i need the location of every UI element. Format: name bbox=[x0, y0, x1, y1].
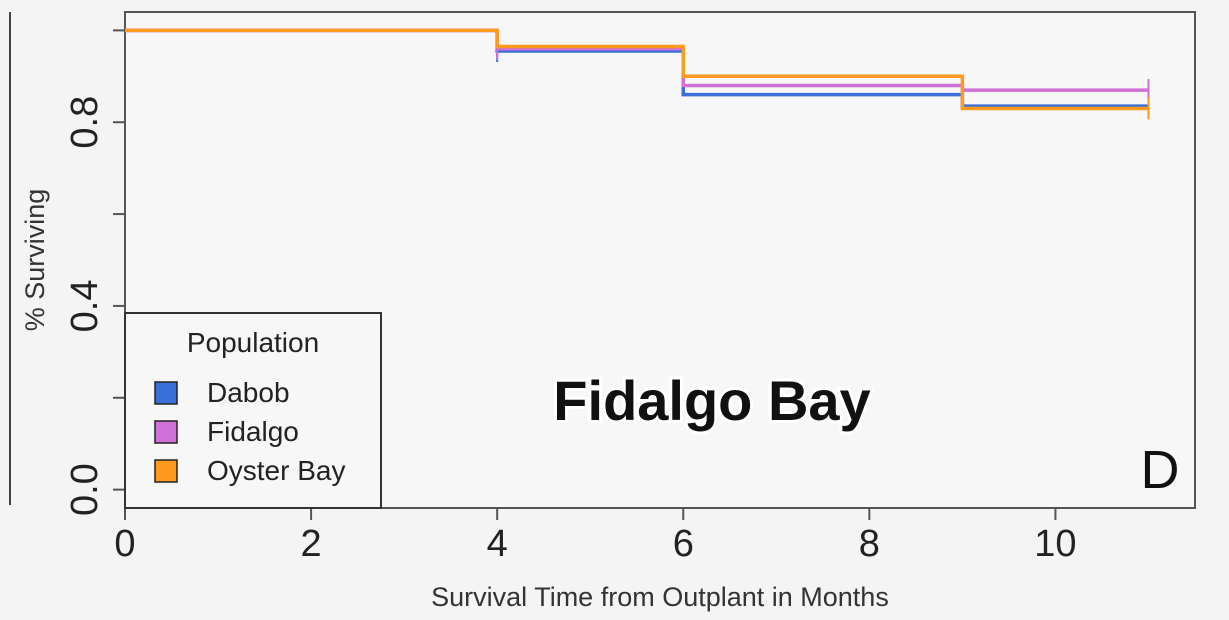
x-tick-label: 6 bbox=[673, 523, 694, 565]
x-tick-label: 4 bbox=[487, 523, 508, 565]
panel-label: D bbox=[1141, 440, 1180, 500]
y-tick-label: 0.0 bbox=[64, 463, 106, 516]
legend-swatch-dabob bbox=[154, 381, 178, 405]
legend-label-dabob: Dabob bbox=[207, 377, 290, 408]
axes: 0 2 4 6 8 10 0.0 0.4 0.8 bbox=[64, 29, 1077, 565]
y-tick-label: 0.4 bbox=[64, 280, 106, 333]
x-tick-label: 0 bbox=[114, 523, 135, 565]
series-line-oyster-bay bbox=[125, 28, 1149, 111]
legend-label-oyster-bay: Oyster Bay bbox=[207, 455, 345, 486]
legend-title: Population bbox=[187, 327, 319, 358]
y-axis-title: % Surviving bbox=[20, 189, 50, 332]
y-tick-label: 0.8 bbox=[64, 96, 106, 149]
x-axis-title: Survival Time from Outplant in Months bbox=[431, 582, 889, 612]
legend-items: Dabob Fidalgo Oyster Bay bbox=[154, 377, 345, 486]
series-layer bbox=[125, 28, 1150, 120]
legend: Population Dabob Fidalgo Oyster Bay bbox=[124, 312, 382, 509]
legend-label-fidalgo: Fidalgo bbox=[207, 416, 299, 447]
legend-swatch-oyster-bay bbox=[154, 459, 178, 483]
x-tick-label: 2 bbox=[301, 523, 322, 565]
legend-swatch-fidalgo bbox=[154, 420, 178, 444]
x-tick-label: 10 bbox=[1034, 523, 1076, 565]
x-tick-label: 8 bbox=[859, 523, 880, 565]
chart-title: Fidalgo Bay bbox=[553, 369, 870, 432]
